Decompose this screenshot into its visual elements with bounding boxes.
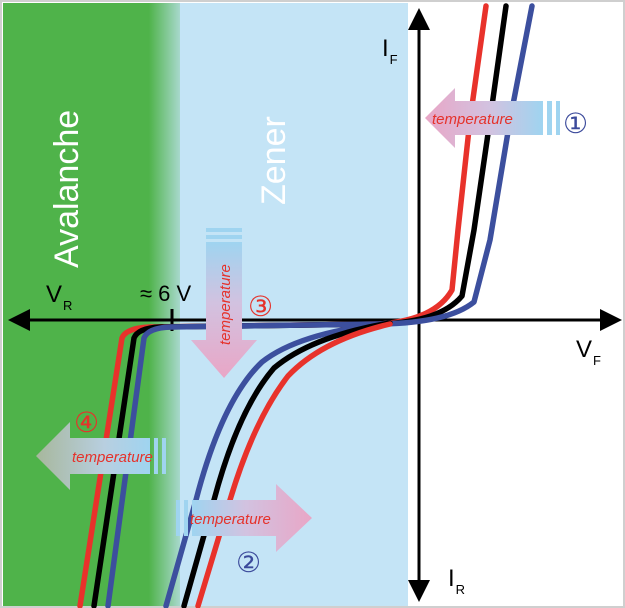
- annotation-1: temperature ①: [425, 88, 588, 148]
- temperature-label-4: temperature: [72, 449, 153, 466]
- reverse-voltage-label: VR: [46, 281, 72, 313]
- threshold-voltage-label: ≈ 6 V: [140, 281, 192, 306]
- annotation-4: temperature ④: [36, 407, 166, 490]
- zener-label: Zener: [255, 116, 293, 205]
- axis-arrowhead-right: [600, 309, 622, 331]
- temperature-label-2: temperature: [190, 511, 271, 528]
- forward-voltage-label: VF: [576, 336, 601, 368]
- axes: [24, 26, 608, 585]
- iv-curves: [77, 3, 535, 608]
- temperature-arrow-1: [425, 88, 543, 148]
- axis-arrowhead-left: [8, 309, 30, 331]
- zener-curve-black: [181, 320, 393, 608]
- zener-curve-red: [195, 321, 393, 608]
- forward-current-label: IF: [382, 35, 398, 67]
- annotation-number-4: ④: [74, 407, 99, 438]
- temperature-arrow-3: [191, 242, 257, 378]
- annotation-3: temperature ③: [191, 228, 273, 378]
- annotation-number-2: ②: [236, 547, 261, 578]
- temperature-label-1: temperature: [432, 111, 513, 128]
- temperature-arrow-2: [192, 484, 312, 552]
- temperature-label-3: temperature: [217, 264, 234, 345]
- zener-curve-blue: [163, 320, 393, 608]
- temperature-arrow-4: [36, 422, 150, 490]
- annotation-2: temperature ②: [176, 484, 312, 578]
- annotation-number-3: ③: [248, 291, 273, 322]
- annotation-number-1: ①: [563, 108, 588, 139]
- axis-arrowhead-up: [408, 8, 430, 30]
- reverse-current-label: IR: [448, 565, 465, 597]
- axis-arrowhead-down: [408, 580, 430, 602]
- avalanche-label: Avalanche: [48, 110, 86, 268]
